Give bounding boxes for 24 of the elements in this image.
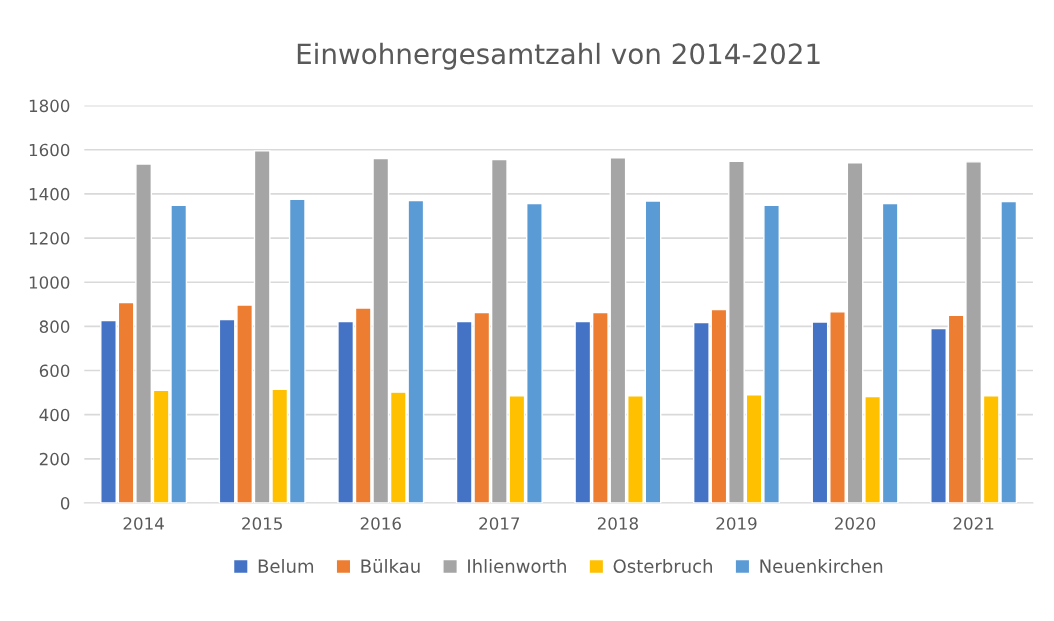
y-tick-label: 400 <box>39 408 70 422</box>
x-tick-label: 2016 <box>360 517 401 530</box>
y-tick-label: 1800 <box>29 99 70 113</box>
y-tick-label: 200 <box>39 452 70 466</box>
chart-title: Einwohnergesamtzahl von 2014-2021 <box>297 42 820 70</box>
x-tick-label: 2015 <box>242 517 282 530</box>
legend-label: Neuenkirchen <box>760 559 883 573</box>
x-tick-label: 2018 <box>597 517 638 530</box>
legend-label: Bülkau <box>361 559 420 573</box>
x-tick-label: 2020 <box>835 517 876 530</box>
legend-label: Osterbruch <box>613 559 712 573</box>
y-tick-label: 0 <box>60 496 70 510</box>
x-tick-label: 2019 <box>716 517 757 530</box>
y-tick-label: 1000 <box>29 276 70 289</box>
x-tick-label: 2021 <box>953 517 994 530</box>
y-tick-label: 600 <box>39 364 70 378</box>
legend-label: Ihlienworth <box>468 559 566 573</box>
y-tick-label: 1600 <box>29 143 70 157</box>
y-tick-label: 800 <box>39 320 70 333</box>
x-tick-label: 2014 <box>123 517 164 530</box>
y-tick-label: 1400 <box>29 187 70 201</box>
legend-label: Belum <box>258 559 314 573</box>
y-tick-label: 1200 <box>29 232 70 245</box>
x-tick-label: 2017 <box>479 517 520 530</box>
